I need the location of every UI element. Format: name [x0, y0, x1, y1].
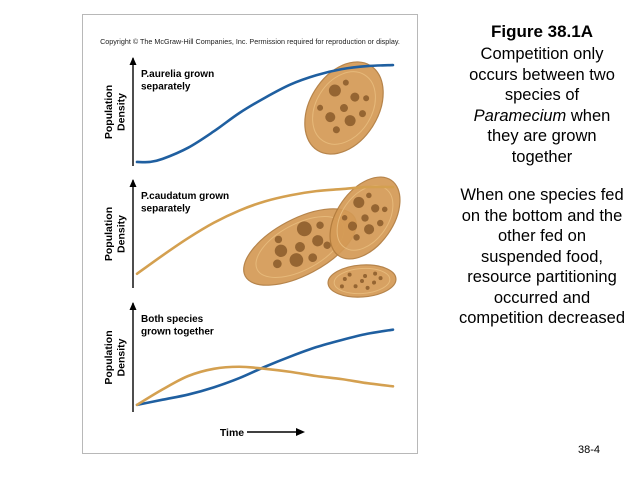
y-axis-arrow	[129, 57, 137, 65]
time-arrow-head	[296, 428, 305, 436]
panel-label: Both species grown together	[141, 314, 214, 338]
paramecium-caudatum-image-3-vacuole	[363, 273, 368, 278]
paramecium-caudatum-image-3-vacuole	[339, 284, 344, 289]
paramecium-caudatum-image-2-vacuole	[353, 196, 365, 208]
series-line-p-aurelia	[135, 328, 395, 407]
x-axis-label: Time	[220, 427, 244, 439]
y-axis-arrow	[129, 302, 137, 310]
paramecium-caudatum-image-2	[329, 176, 401, 260]
paramecium-aurelia-image-vacuole	[359, 110, 367, 118]
paramecium-caudatum-image-1-vacuole	[323, 241, 331, 249]
series-line-p-aurelia	[135, 63, 395, 164]
paramecium-caudatum-image-1-vacuole	[295, 242, 305, 252]
figure-label: Figure 38.1A	[490, 22, 594, 41]
paramecium-caudatum-image-1-vacuole	[274, 244, 288, 257]
paramecium-aurelia-image-vacuole	[363, 95, 370, 102]
y-axis-label: PopulationDensity	[103, 330, 128, 384]
panel-label-line: Both species	[141, 314, 204, 325]
paramecium-aurelia-image-vacuole	[344, 115, 356, 127]
paramecium-caudatum-image-3-vacuole	[347, 272, 352, 277]
paramecium-aurelia-image-membrane	[312, 71, 376, 145]
paramecium-caudatum-image-2-vacuole	[364, 224, 375, 235]
panel-label: P.aurelia grown separately	[141, 69, 214, 93]
copyright-notice: Copyright © The McGraw-Hill Companies, I…	[100, 37, 400, 46]
paramecium-caudatum-image-1-vacuole	[272, 259, 282, 269]
paramecium-caudatum-image-1-vacuole	[296, 221, 312, 237]
paramecium-caudatum-image-3-vacuole	[365, 285, 370, 290]
paramecium-caudatum-image-3-vacuole	[373, 271, 378, 276]
paramecium-caudatum-image-2-vacuole	[377, 219, 384, 227]
paramecium-caudatum-image-2-vacuole	[347, 221, 358, 231]
y-axis-label-line-2: Density	[116, 93, 128, 131]
paramecium-caudatum-image-1-vacuole	[289, 253, 304, 267]
paramecium-caudatum-image-1-vacuole	[312, 235, 324, 247]
paramecium-aurelia-image-vacuole	[325, 112, 336, 123]
paramecium-caudatum-image-2-vacuole	[361, 214, 369, 222]
paramecium-aurelia-image-vacuole	[342, 79, 349, 86]
panel-label-line: separately	[141, 204, 191, 215]
y-axis-arrow	[129, 179, 137, 187]
paramecium-caudatum-image-1-vacuole	[316, 221, 324, 229]
paramecium-aurelia-image-vacuole	[332, 126, 340, 134]
paramecium-aurelia-image-vacuole	[340, 104, 348, 112]
paramecium-aurelia-image	[304, 61, 384, 155]
paramecium-caudatum-image-2-vacuole	[341, 215, 348, 221]
panel-label-line: separately	[141, 82, 191, 93]
paramecium-caudatum-image-1-vacuole	[308, 253, 318, 263]
paramecium-caudatum-image-2-vacuole	[381, 206, 388, 213]
species-name: Paramecium	[473, 106, 567, 125]
paramecium-caudatum-image-2-vacuole	[366, 192, 372, 199]
paramecium-caudatum-image-3-vacuole	[378, 276, 383, 281]
paramecium-caudatum-image-3	[327, 264, 397, 298]
caption-paragraph-2: When one species fed on the bottom and t…	[458, 186, 625, 327]
caption-paragraph-1: Competition only occurs between two spec…	[458, 44, 626, 167]
panel-label-line: grown together	[141, 327, 214, 338]
paramecium-caudatum-image-3-vacuole	[360, 279, 364, 283]
paramecium-aurelia-image-vacuole	[317, 104, 324, 111]
y-axis-label: PopulationDensity	[103, 207, 128, 261]
paramecium-caudatum-image-3-vacuole	[353, 284, 358, 289]
caption-text-end: when they are grown together	[487, 106, 611, 166]
y-axis-label-line-2: Density	[116, 338, 128, 376]
panel-label-line: P.aurelia grown	[141, 69, 214, 80]
panel-label: P.caudatum grown separately	[141, 191, 229, 215]
y-axis-label-line-1: Population	[103, 330, 115, 384]
paramecium-caudatum-image-2-vacuole	[353, 234, 360, 241]
paramecium-caudatum-image-3-membrane	[333, 267, 391, 295]
caption-block: Figure 38.1A Competition only occurs bet…	[458, 22, 626, 329]
paramecium-aurelia-image-vacuole	[328, 84, 341, 97]
panel-label-line: P.caudatum grown	[141, 191, 229, 202]
paramecium-caudatum-image-3-vacuole	[342, 276, 347, 281]
y-axis-label-line-2: Density	[116, 215, 128, 253]
caption-text: Competition only occurs between two spec…	[469, 45, 615, 104]
y-axis-label: PopulationDensity	[103, 85, 128, 139]
y-axis-label-line-1: Population	[103, 207, 115, 261]
slide-number: 38-4	[577, 444, 600, 456]
paramecium-caudatum-image-2-vacuole	[371, 204, 380, 213]
paramecium-aurelia-image-vacuole	[350, 92, 360, 102]
series-line-p-caudatum	[135, 365, 395, 407]
paramecium-caudatum-image-3-vacuole	[372, 280, 377, 285]
series-line-p-caudatum	[135, 185, 395, 276]
paramecium-caudatum-image-1-vacuole	[274, 235, 283, 244]
paramecium-caudatum-image-2-membrane	[336, 185, 394, 251]
y-axis-label-line-1: Population	[103, 85, 115, 139]
